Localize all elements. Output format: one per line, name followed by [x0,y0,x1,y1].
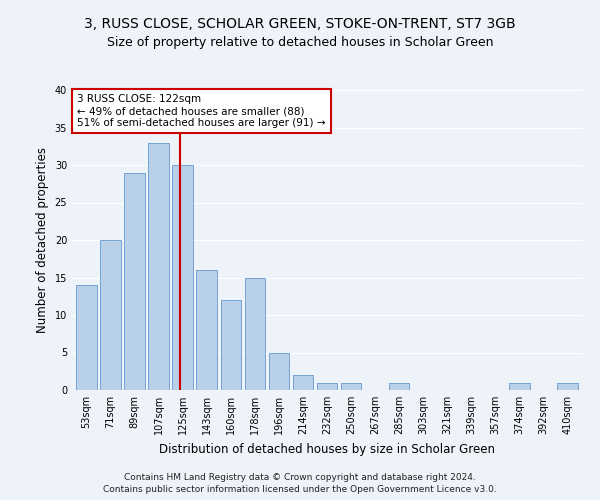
Bar [245,278,265,390]
Bar [269,352,289,390]
Bar [509,382,530,390]
Bar [341,382,361,390]
Text: Size of property relative to detached houses in Scholar Green: Size of property relative to detached ho… [107,36,493,49]
Bar [221,300,241,390]
Text: 3, RUSS CLOSE, SCHOLAR GREEN, STOKE-ON-TRENT, ST7 3GB: 3, RUSS CLOSE, SCHOLAR GREEN, STOKE-ON-T… [84,18,516,32]
Y-axis label: Number of detached properties: Number of detached properties [36,147,49,333]
Bar [317,382,337,390]
Bar [76,285,97,390]
Bar [172,165,193,390]
Bar [124,172,145,390]
Bar [196,270,217,390]
Text: Contains public sector information licensed under the Open Government Licence v3: Contains public sector information licen… [103,486,497,494]
Bar [293,375,313,390]
Bar [389,382,409,390]
Bar [557,382,578,390]
Bar [148,142,169,390]
Bar [100,240,121,390]
Text: 3 RUSS CLOSE: 122sqm
← 49% of detached houses are smaller (88)
51% of semi-detac: 3 RUSS CLOSE: 122sqm ← 49% of detached h… [77,94,326,128]
X-axis label: Distribution of detached houses by size in Scholar Green: Distribution of detached houses by size … [159,442,495,456]
Text: Contains HM Land Registry data © Crown copyright and database right 2024.: Contains HM Land Registry data © Crown c… [124,473,476,482]
